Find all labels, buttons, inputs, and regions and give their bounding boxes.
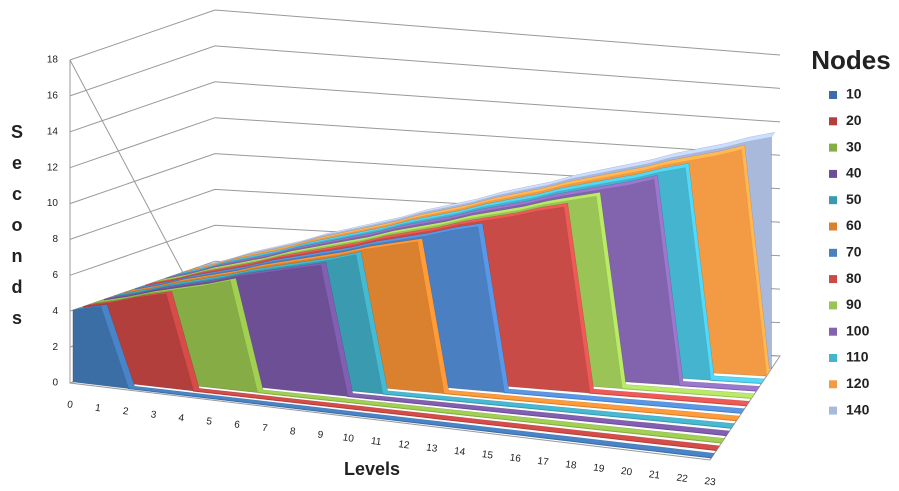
legend-swatch xyxy=(829,222,837,231)
grid-line xyxy=(69,81,781,133)
area-top-edge xyxy=(83,293,717,451)
y-tick-label: 10 xyxy=(47,198,59,209)
series-ribbon xyxy=(83,291,721,451)
x-tick-label: 12 xyxy=(398,439,411,452)
x-tick-label: 0 xyxy=(66,399,73,411)
y-tick-label: 6 xyxy=(52,270,58,281)
legend: 10 20 30 40 50 60 70 80 90 100 110 120 140 xyxy=(829,86,870,417)
legend-swatch xyxy=(829,354,837,362)
y-tick-label: 18 xyxy=(47,55,59,66)
legend-label: 50 xyxy=(846,191,862,207)
legend-label: 100 xyxy=(846,322,870,338)
x-tick-label: 19 xyxy=(592,463,605,476)
legend-label: 90 xyxy=(846,296,862,312)
x-tick-label: 16 xyxy=(509,452,522,465)
area-top-edge xyxy=(124,241,737,422)
x-tick-label: 18 xyxy=(565,459,578,472)
x-tick-label: 2 xyxy=(122,406,129,418)
legend-swatch xyxy=(829,380,837,389)
area-top-edge xyxy=(145,206,747,407)
legend-label: 30 xyxy=(846,138,862,154)
x-axis-title: Levels xyxy=(344,459,400,479)
legend-label: 140 xyxy=(846,401,870,417)
legend-swatch xyxy=(829,196,837,205)
y-tick-label: 4 xyxy=(52,306,58,317)
x-tick-label: 7 xyxy=(261,423,268,435)
area-top-edge xyxy=(135,226,742,414)
x-tick-label: 13 xyxy=(425,442,438,455)
area-top-edge xyxy=(103,264,727,437)
area-top-edge xyxy=(176,167,762,384)
area-top-edge xyxy=(114,254,732,429)
legend-label: 40 xyxy=(846,165,862,181)
legend-label: 60 xyxy=(846,217,862,233)
x-tick-label: 8 xyxy=(289,426,296,438)
x-tick-label: 17 xyxy=(537,456,550,469)
x-tick-label: 10 xyxy=(342,432,355,445)
x-tick-label: 14 xyxy=(453,446,466,459)
x-tick-label: 6 xyxy=(233,419,240,431)
x-tick-label: 9 xyxy=(317,429,324,441)
series-ribbon xyxy=(103,261,731,437)
x-tick-label: 20 xyxy=(620,466,633,479)
legend-label: 20 xyxy=(846,112,862,128)
legend-swatch xyxy=(829,91,837,99)
area-top-edge xyxy=(155,196,752,399)
area-top-edge xyxy=(93,280,722,444)
legend-label: 120 xyxy=(846,375,870,391)
legend-swatch xyxy=(829,248,837,257)
y-tick-label: 14 xyxy=(47,126,59,137)
legend-label: 80 xyxy=(846,270,862,286)
legend-swatch xyxy=(829,327,837,336)
x-tick-label: 1 xyxy=(94,403,101,415)
y-tick-label: 16 xyxy=(47,91,59,102)
legend-label: 10 xyxy=(846,86,862,102)
series-ribbon xyxy=(72,304,715,459)
y-tick-label: 0 xyxy=(52,378,58,389)
area-top-edge xyxy=(72,306,712,459)
area-top-edge xyxy=(166,178,757,392)
grid-line xyxy=(69,117,781,169)
legend-title: Nodes xyxy=(811,45,890,75)
grid-line xyxy=(69,9,781,61)
y-tick-label: 2 xyxy=(52,342,58,353)
x-tick-label: 15 xyxy=(481,449,494,462)
area-top-edge xyxy=(186,149,767,377)
x-tick-label: 3 xyxy=(150,409,157,421)
legend-label: 110 xyxy=(846,349,869,365)
x-tick-label: 4 xyxy=(178,413,185,425)
x-tick-label: 11 xyxy=(370,436,382,448)
area-top-edge xyxy=(197,136,772,268)
x-tick-label: 23 xyxy=(704,476,717,489)
legend-swatch xyxy=(829,169,837,178)
legend-swatch xyxy=(829,275,837,284)
legend-swatch xyxy=(829,301,837,310)
x-tick-label: 22 xyxy=(676,473,689,486)
legend-swatch xyxy=(829,143,837,152)
y-axis-title: Seconds xyxy=(7,122,27,339)
legend-swatch xyxy=(829,406,837,415)
plot-area xyxy=(72,131,776,459)
y-tick-label: 8 xyxy=(52,234,58,245)
y-tick-label: 12 xyxy=(47,162,59,173)
legend-label: 70 xyxy=(846,244,862,260)
grid-line xyxy=(69,45,781,97)
x-tick-label: 5 xyxy=(206,416,213,428)
legend-swatch xyxy=(829,117,837,126)
x-tick-label: 21 xyxy=(648,469,661,482)
